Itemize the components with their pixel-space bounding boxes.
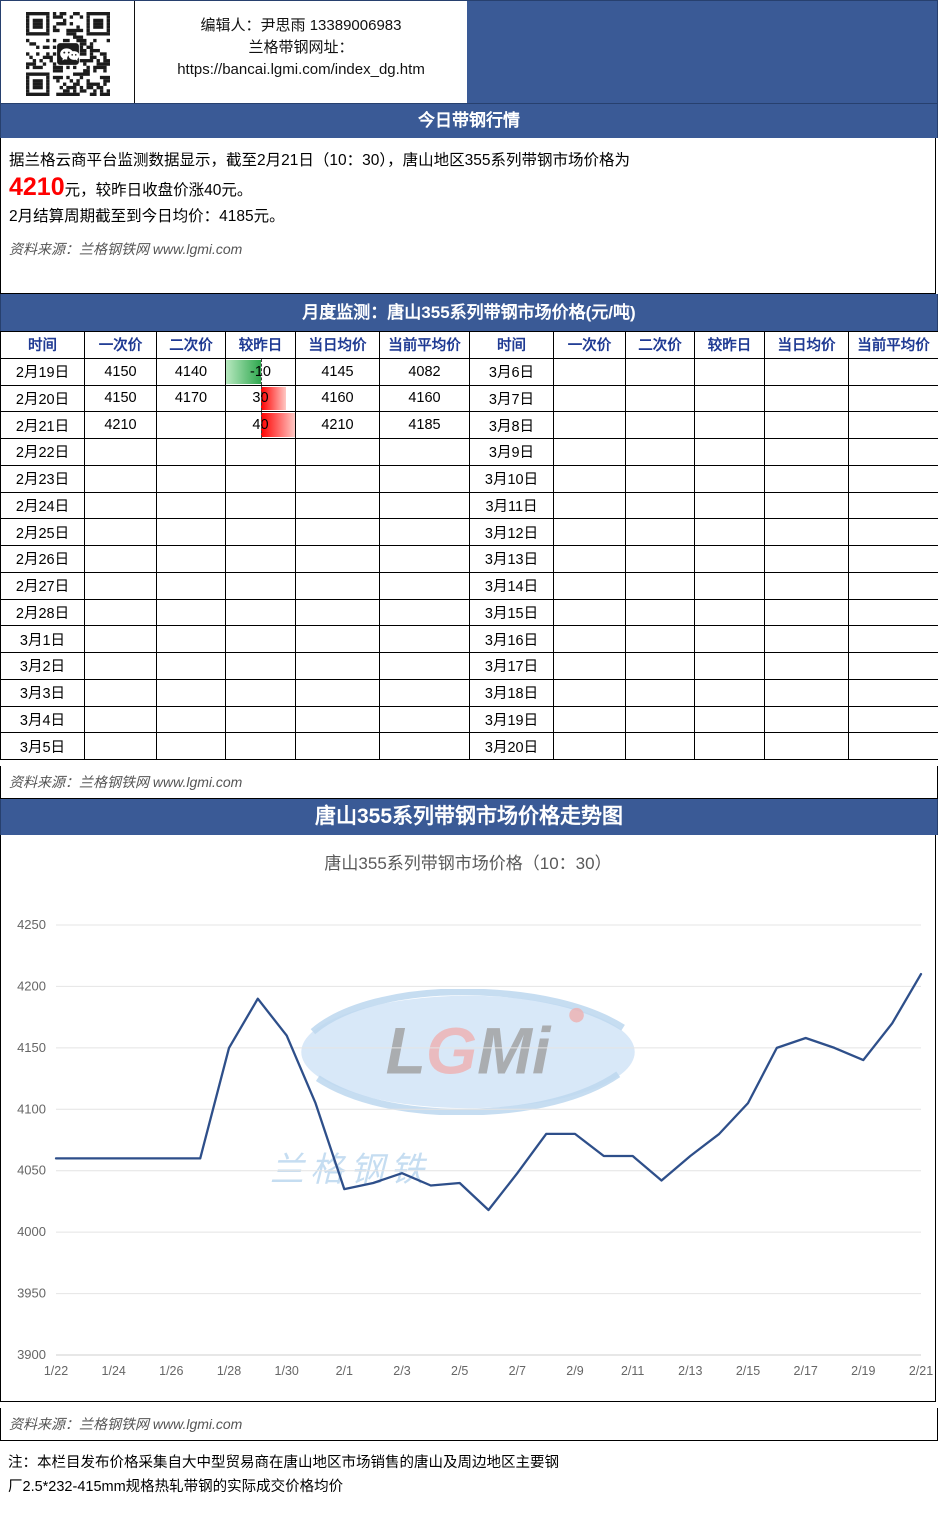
svg-text:2/9: 2/9 — [566, 1364, 583, 1378]
svg-text:1/22: 1/22 — [44, 1364, 68, 1378]
svg-text:3900: 3900 — [17, 1347, 46, 1362]
svg-text:4050: 4050 — [17, 1163, 46, 1178]
svg-text:2/3: 2/3 — [393, 1364, 410, 1378]
svg-text:4150: 4150 — [17, 1040, 46, 1055]
svg-text:4100: 4100 — [17, 1101, 46, 1116]
svg-text:4250: 4250 — [17, 917, 46, 932]
svg-text:2/7: 2/7 — [509, 1364, 526, 1378]
svg-text:1/28: 1/28 — [217, 1364, 241, 1378]
svg-text:3950: 3950 — [17, 1286, 46, 1301]
svg-text:2/13: 2/13 — [678, 1364, 702, 1378]
svg-text:2/15: 2/15 — [736, 1364, 760, 1378]
svg-text:2/17: 2/17 — [794, 1364, 818, 1378]
svg-text:1/26: 1/26 — [159, 1364, 183, 1378]
svg-text:4000: 4000 — [17, 1224, 46, 1239]
svg-text:1/30: 1/30 — [275, 1364, 299, 1378]
svg-text:2/21: 2/21 — [909, 1364, 933, 1378]
svg-text:2/5: 2/5 — [451, 1364, 468, 1378]
svg-text:2/1: 2/1 — [336, 1364, 353, 1378]
svg-text:4200: 4200 — [17, 978, 46, 993]
svg-text:1/24: 1/24 — [102, 1364, 126, 1378]
svg-text:2/19: 2/19 — [851, 1364, 875, 1378]
svg-text:2/11: 2/11 — [621, 1364, 644, 1378]
